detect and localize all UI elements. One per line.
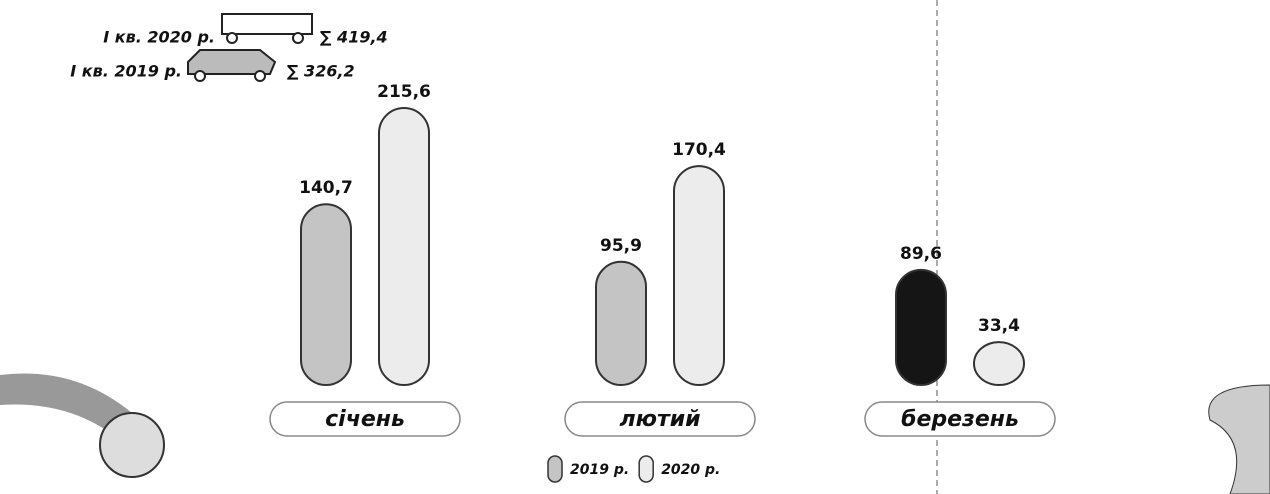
legend-swatch bbox=[548, 456, 562, 482]
total-period: І кв. 2019 р. bbox=[70, 62, 182, 81]
bar bbox=[596, 262, 646, 385]
total-period: І кв. 2020 р. bbox=[103, 28, 215, 47]
value-label: 140,7 bbox=[299, 178, 353, 198]
legend-label: 2019 р. bbox=[570, 462, 629, 478]
bar bbox=[896, 270, 946, 385]
legend-swatch bbox=[639, 456, 653, 482]
wheel-decoration-right bbox=[1209, 385, 1270, 494]
bar bbox=[379, 108, 429, 385]
x-tick-label: березень bbox=[901, 407, 1019, 432]
total-value: ∑ 326,2 bbox=[287, 62, 355, 81]
chart: І кв. 2020 р. ∑ 419,4 І кв. 2019 р. ∑ 326,2… bbox=[0, 0, 1270, 494]
value-label: 215,6 bbox=[377, 82, 431, 102]
bar bbox=[974, 342, 1024, 385]
value-label: 170,4 bbox=[672, 140, 726, 160]
wheel-knob bbox=[100, 413, 164, 477]
value-label: 95,9 bbox=[600, 236, 642, 256]
total-value: ∑ 419,4 bbox=[320, 28, 388, 47]
x-tick-label: січень bbox=[325, 407, 405, 432]
value-label: 89,6 bbox=[900, 244, 942, 264]
bar bbox=[674, 166, 724, 385]
value-label: 33,4 bbox=[978, 316, 1020, 336]
bar bbox=[301, 204, 351, 385]
legend-label: 2020 р. bbox=[661, 462, 720, 478]
x-tick-label: лютий bbox=[619, 407, 700, 432]
